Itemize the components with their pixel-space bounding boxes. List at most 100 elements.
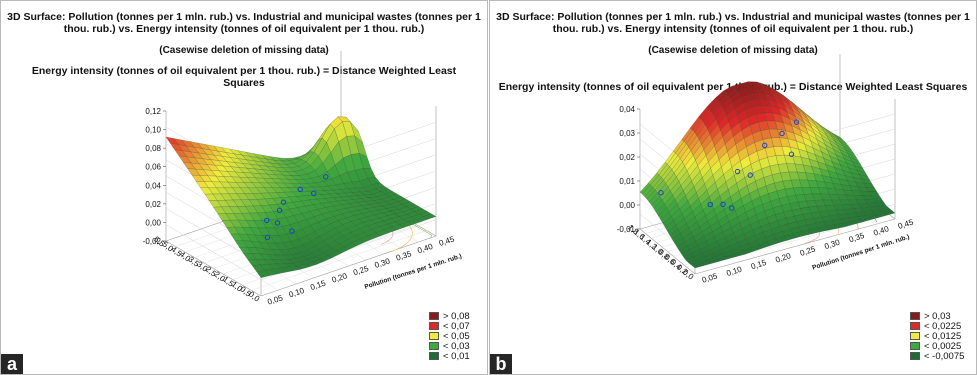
data-point [734,168,741,175]
x-tick-label: 0,05 [701,271,719,285]
z-tick-label: 0,00 [619,201,635,210]
chart-title: 3D Surface: Pollution (tonnes per 1 mln.… [496,11,970,35]
surface-plot-b: 0,04 0,03 0,02 0,01 0,00 -0,01 0,05 0,10 0,15 0,2… [617,54,915,285]
x-tick-label: 0,30 [823,238,841,252]
data-point [323,174,329,180]
legend-label: > 0,03 [924,310,951,322]
legend: > 0,03 < 0,0225 < 0,0125 < 0,0025 < -0,0075 [910,310,965,362]
x-tick-label: 0,25 [352,264,370,278]
data-points [658,119,800,211]
legend-entry: < 0,03 [429,340,470,352]
z-axis-ticks: 0,12 0,10 0,08 0,06 0,04 0,02 0,00 -0,02 [143,107,166,246]
legend-label: < 0,0225 [924,320,962,332]
data-point [297,186,303,193]
data-points [264,174,329,241]
z-tick-label: -0,02 [143,237,162,246]
data-point [747,172,753,178]
x-tick-label: 0,40 [872,224,890,238]
z-tick-label: 0,02 [619,153,635,162]
legend-label: < 0,05 [443,330,470,342]
x-tick-label: 0,15 [750,258,768,272]
data-point [264,217,270,224]
z-tick-label: 0,00 [145,218,161,227]
legend-label: < -0,0075 [924,350,965,362]
legend-entry: < 0,07 [429,320,470,332]
z-tick-label: 0,10 [145,126,161,135]
legend-entry: < 0,0025 [910,340,964,352]
data-point [707,201,713,208]
data-point [729,205,735,211]
z-tick-label: -0,01 [617,225,636,234]
surface-mesh [165,116,437,278]
chart-subtitle: (Casewise deletion of missing data) [159,45,329,56]
panel-label: b [490,354,512,374]
x-tick-label: 0,20 [331,271,349,285]
legend-swatch [429,332,439,340]
x-tick-label: 0,10 [288,286,306,300]
legend-entry: > 0,03 [910,310,964,322]
z-tick-label: 0,06 [145,163,161,172]
legend-swatch [910,352,920,360]
x-tick-label: 0,20 [774,251,792,265]
legend-label: > 0,08 [443,310,470,322]
legend: > 0,08 < 0,07 < 0,05 < 0,03 < 0,01 [429,310,470,362]
z-tick-label: 0,08 [145,144,161,153]
z-tick-label: 0,12 [145,107,161,116]
data-point [720,201,726,208]
x-tick-label: 0,40 [416,242,434,256]
legend-label: < 0,0125 [924,330,962,342]
x-tick-label: 0,45 [897,217,915,231]
legend-swatch [910,332,920,340]
surface-plot-a: 0,12 0,10 0,08 0,06 0,04 0,02 0,00 -0,02 0,05 0,1… [143,51,463,307]
legend-swatch [910,312,920,320]
data-point [658,190,664,196]
z-tick-label: 0,03 [619,129,635,138]
z-tick-label: 0,04 [145,181,161,190]
x-tick-label: 0,35 [395,249,413,263]
x-tick-label: 0,15 [309,278,327,292]
x-tick-label: 0,25 [799,244,817,258]
z-tick-label: 0,02 [145,200,161,209]
data-point [274,220,281,226]
x-tick-label: 0,05 [266,293,284,307]
data-point [788,151,795,157]
data-point [762,142,768,149]
data-point [311,190,317,197]
chart-title: 3D Surface: Pollution (tonnes per 1 mln.… [7,11,481,35]
legend-entry: < 0,05 [429,330,470,342]
legend-swatch [910,322,920,330]
legend-swatch [429,312,439,320]
legend-entry: < 0,0225 [910,320,964,332]
x-tick-label: 0,45 [438,234,456,248]
legend-swatch [910,342,920,350]
legend-swatch [429,342,439,350]
legend-entry: > 0,08 [429,310,470,322]
data-point [264,234,271,241]
data-point [779,130,785,137]
x-tick-label: 0,10 [725,265,743,279]
legend-entry: < 0,01 [429,350,470,362]
legend-swatch [429,322,439,330]
x-axis-title: Pollution (tonnes per 1 mln. rub.) [364,253,463,291]
data-point [276,207,283,214]
data-point [793,119,800,125]
z-axis-ticks: 0,04 0,03 0,02 0,01 0,00 -0,01 [617,105,640,234]
z-axis-label: Energy intensity (tonnes of oil equivale… [31,65,457,89]
legend-label: < 0,0025 [924,340,962,352]
z-tick-label: 0,01 [619,177,635,186]
x-tick-label: 0,30 [374,256,392,270]
legend-label: < 0,01 [443,350,470,362]
data-point [289,228,295,234]
panel-b: 3D Surface: Pollution (tonnes per 1 mln.… [489,0,977,375]
x-tick-label: 0,35 [848,231,866,245]
chart-subtitle: (Casewise deletion of missing data) [648,45,818,56]
panel-label: a [1,354,23,374]
legend-label: < 0,03 [443,340,470,352]
legend-entry: < -0,0075 [910,350,965,362]
legend-label: < 0,07 [443,320,470,332]
legend-swatch [429,352,439,360]
z-tick-label: 0,04 [619,105,635,114]
data-point [280,199,287,205]
legend-entry: < 0,0125 [910,330,964,342]
